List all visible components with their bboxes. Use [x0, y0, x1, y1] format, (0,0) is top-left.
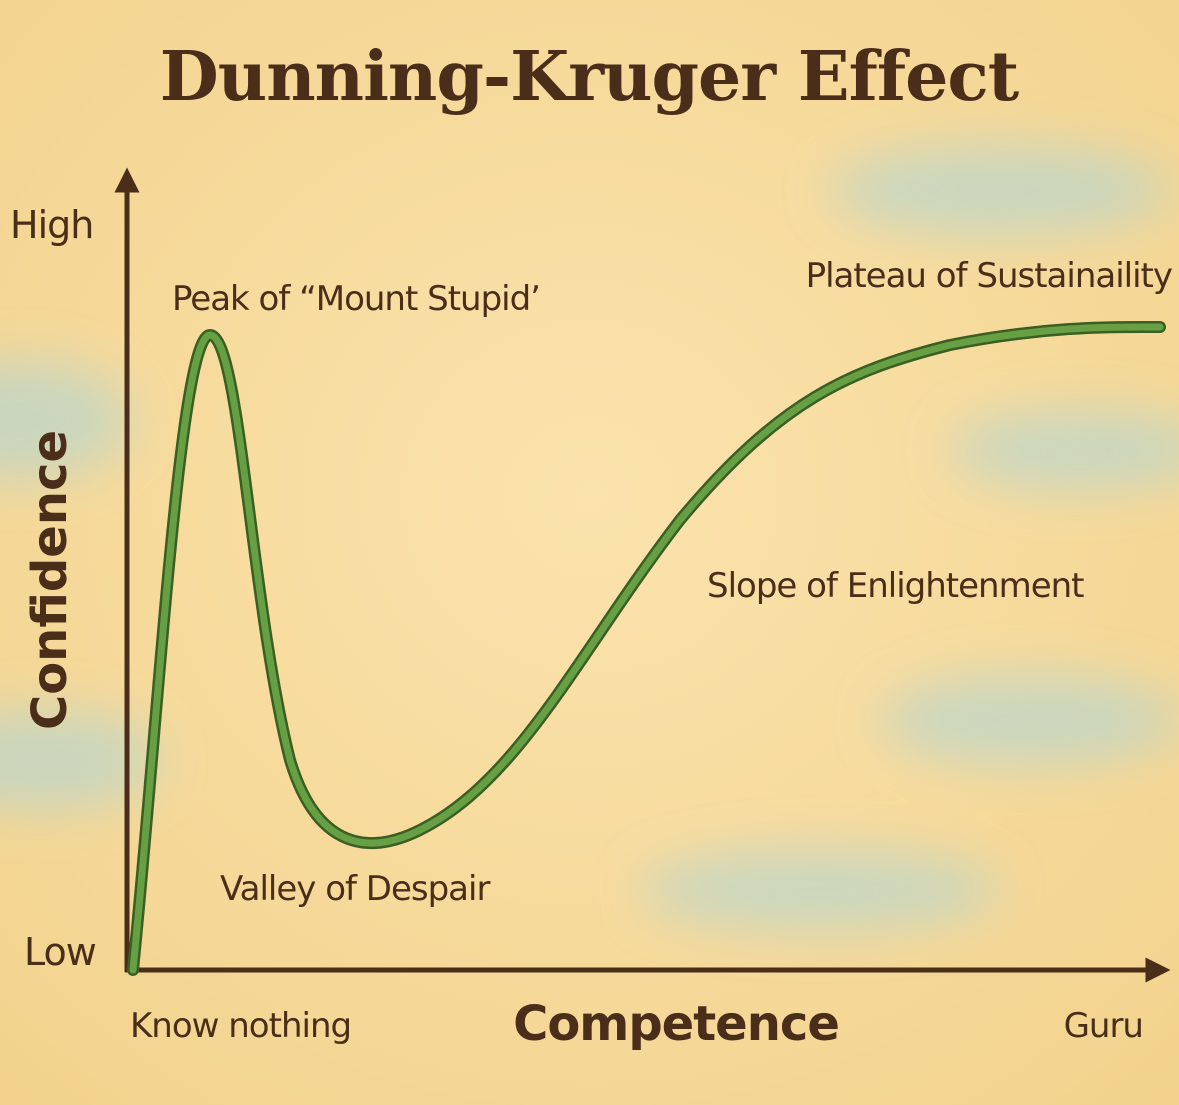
annotation: Valley of Despair: [220, 869, 490, 909]
title: Dunning-Kruger Effect: [160, 37, 1020, 117]
annotation: Peak of “Mount Stupid’: [172, 279, 540, 319]
y-high: High: [10, 203, 93, 247]
x-axis-label: Competence: [513, 996, 839, 1052]
clouds: [0, 145, 1179, 930]
y-low: Low: [24, 930, 96, 974]
annotation: Slope of Enlightenment: [707, 566, 1084, 606]
curve: [127, 320, 1166, 976]
annotation: Plateau of Sustainaility: [806, 256, 1173, 296]
x-end: Guru: [1064, 1006, 1143, 1046]
y-axis-label: Confidence: [22, 430, 78, 730]
x-start: Know nothing: [130, 1006, 351, 1046]
